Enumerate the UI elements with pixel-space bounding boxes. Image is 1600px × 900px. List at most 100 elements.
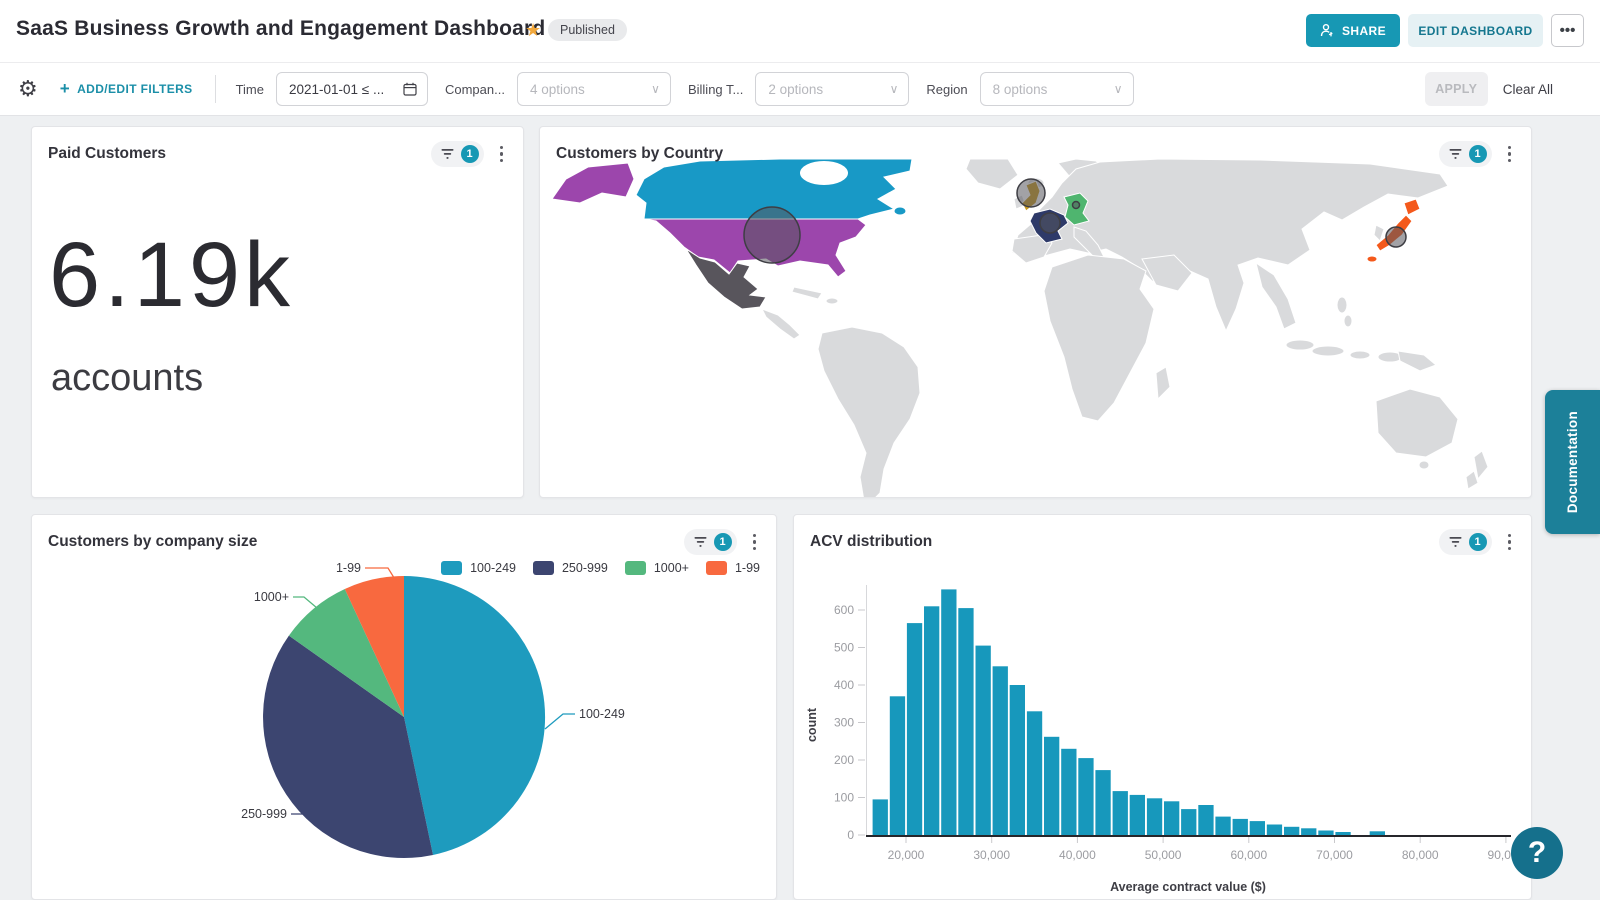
histogram-bar[interactable]: [1026, 711, 1043, 836]
histogram-bar[interactable]: [1146, 798, 1163, 836]
filter-dropdown[interactable]: 4 options ∨: [516, 72, 671, 106]
histogram-bar[interactable]: [941, 589, 957, 835]
header-more-button[interactable]: •••: [1551, 14, 1584, 47]
filter-count-badge: 1: [1468, 533, 1487, 551]
pie-callout-line: [365, 567, 397, 582]
clear-all-button[interactable]: Clear All: [1502, 81, 1553, 97]
histogram-bar[interactable]: [1198, 805, 1214, 835]
settings-gear-icon[interactable]: ⚙: [18, 76, 38, 101]
histogram-bar[interactable]: [872, 799, 888, 835]
widget-menu-button[interactable]: [745, 528, 765, 557]
help-button[interactable]: ?: [1511, 827, 1563, 879]
filter-label: Compan...: [444, 81, 505, 97]
histogram-bar[interactable]: [975, 645, 991, 835]
legend-label: 100-249: [470, 561, 516, 575]
y-tick-label: 300: [834, 716, 854, 730]
legend-item[interactable]: 100-249: [441, 561, 516, 575]
funnel-filter-icon: [1449, 149, 1461, 159]
widget-title: Customers by company size: [48, 533, 258, 550]
histogram-bar[interactable]: [1095, 770, 1111, 835]
edit-dashboard-button[interactable]: EDIT DASHBOARD: [1408, 14, 1543, 47]
histogram-bar[interactable]: [1284, 826, 1300, 836]
legend-item[interactable]: 250-999: [532, 561, 608, 575]
philippines: [1336, 296, 1348, 314]
widget-menu-button[interactable]: [1500, 140, 1520, 169]
korea: [1373, 224, 1385, 242]
widget-filter-chip[interactable]: 1: [430, 141, 484, 167]
histogram-bar[interactable]: [1301, 828, 1317, 836]
legend-item[interactable]: 1-99: [705, 561, 760, 575]
date-range-input[interactable]: 2021-01-01 ≤ ...: [275, 72, 428, 106]
funnel-filter-icon: [441, 149, 453, 159]
add-edit-filters-button[interactable]: + ADD/EDIT FILTERS: [60, 79, 193, 99]
pie-callout-line: [291, 804, 318, 815]
filter-dropdown[interactable]: 8 options ∨: [979, 72, 1134, 106]
favorite-star-icon[interactable]: ★: [525, 20, 542, 40]
new-guinea: [1397, 350, 1437, 372]
bubble-japan: [1385, 226, 1407, 248]
x-axis-title: Average contract value ($): [1110, 880, 1266, 894]
histogram-bar[interactable]: [1078, 758, 1094, 835]
histogram-bar[interactable]: [1112, 791, 1128, 835]
widget-menu-button[interactable]: [492, 140, 512, 169]
world-choropleth-map[interactable]: [540, 159, 1532, 498]
pie-slice-100-249[interactable]: [404, 576, 546, 855]
pie-slice-250-999[interactable]: [263, 635, 433, 859]
legend-swatch: [705, 561, 727, 575]
filter-value: 8 options: [992, 81, 1048, 97]
histogram-bar[interactable]: [889, 696, 906, 836]
chevron-down-icon: ∨: [651, 82, 660, 96]
histogram-bar[interactable]: [1318, 830, 1334, 836]
histogram-bar[interactable]: [1044, 736, 1060, 836]
histogram-bar[interactable]: [958, 608, 974, 835]
y-tick-label: 100: [834, 791, 854, 805]
legend-swatch: [441, 561, 463, 575]
africa: [1043, 254, 1155, 422]
histogram-bar[interactable]: [1129, 794, 1145, 835]
apply-button[interactable]: APPLY: [1424, 72, 1488, 106]
widget-menu-button[interactable]: [1500, 528, 1520, 557]
legend-label: 1-99: [734, 561, 760, 575]
histogram-bar[interactable]: [1369, 831, 1385, 836]
histogram-chart[interactable]: 0 100 200 300 400 500 600 20,000 30,000 40,000 50,…: [794, 555, 1532, 900]
pie-legend: 100-249 250-999 1000+ 1-99: [441, 561, 760, 575]
x-tick-label: 40,000: [1059, 848, 1096, 862]
y-tick-label: 0: [847, 828, 854, 842]
southeast-asia: [1255, 261, 1297, 330]
widget-filter-chip[interactable]: 1: [1438, 529, 1492, 555]
filter-bar: ⚙ + ADD/EDIT FILTERS Time 2021-01-01 ≤ ..…: [0, 62, 1600, 116]
pie-slice-1000+[interactable]: [288, 589, 404, 717]
histogram-bar[interactable]: [992, 666, 1008, 836]
histogram-bar[interactable]: [906, 623, 923, 835]
histogram-bar[interactable]: [1215, 816, 1231, 835]
histogram-bar[interactable]: [1232, 818, 1248, 835]
histogram-bar[interactable]: [1061, 748, 1077, 836]
south-america: [817, 326, 921, 497]
histogram-bar[interactable]: [1249, 821, 1265, 835]
filter-value: 2021-01-01 ≤ ...: [288, 81, 385, 97]
bubble-germany: [1071, 200, 1081, 210]
widget-filter-chip[interactable]: 1: [683, 529, 737, 555]
histogram-bar[interactable]: [1009, 685, 1025, 835]
pie-callout-label: 1-99: [336, 561, 361, 575]
kpi-value: 6.19k: [49, 224, 295, 326]
tasmania: [1418, 460, 1430, 470]
add-edit-filters-label: ADD/EDIT FILTERS: [77, 82, 193, 96]
pie-slice-1-99[interactable]: [344, 576, 404, 717]
histogram-bar[interactable]: [924, 606, 940, 836]
x-tick-label: 60,000: [1230, 848, 1267, 862]
legend-item[interactable]: 1000+: [624, 561, 689, 575]
central-america: [760, 308, 801, 340]
documentation-tab-label: Documentation: [1565, 410, 1580, 514]
histogram-bar[interactable]: [1181, 809, 1197, 835]
filter-dropdown[interactable]: 2 options ∨: [755, 72, 910, 106]
histogram-bar[interactable]: [1266, 824, 1283, 836]
histogram-bar[interactable]: [1164, 801, 1180, 836]
y-tick-label: 200: [834, 753, 854, 767]
filter-item: Compan... 4 options ∨: [445, 72, 688, 106]
pie-chart[interactable]: 100-249 250-999 1000+ 1-99: [32, 555, 777, 900]
histogram-bar[interactable]: [1335, 832, 1351, 835]
widget-filter-chip[interactable]: 1: [1438, 141, 1492, 167]
share-button[interactable]: SHARE: [1306, 14, 1400, 47]
documentation-tab[interactable]: Documentation: [1545, 390, 1600, 534]
